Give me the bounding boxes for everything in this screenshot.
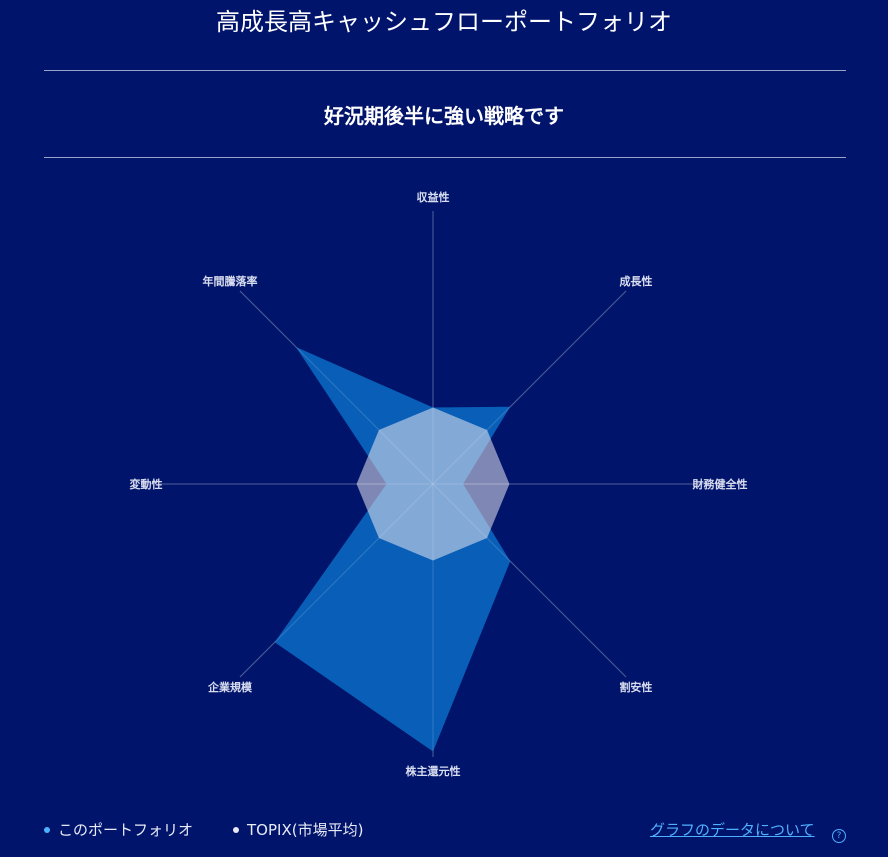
axis-label: 企業規模 [207,680,253,694]
axis-label: 変動性 [130,477,163,491]
legend: このポートフォリオ TOPIX(市場平均) [44,819,363,840]
divider [44,157,846,158]
series-polygon-0 [274,346,511,752]
legend-label: TOPIX(市場平均) [247,821,364,839]
axis-label: 年間騰落率 [203,274,258,288]
legend-item-topix: TOPIX(市場平均) [233,819,363,840]
axis-label: 財務健全性 [692,477,748,491]
legend-label: このポートフォリオ [58,821,194,839]
legend-dot [233,826,240,833]
axis-overlay [239,483,434,678]
series-polygon-1 [356,407,510,561]
axis-label: 割安性 [619,680,652,694]
graph-data-info-link[interactable]: グラフのデータについて [650,821,815,839]
page-title: 高成長高キャッシュフローポートフォリオ [216,8,672,36]
axis-label: 成長性 [619,274,652,288]
legend-item-portfolio: このポートフォリオ [44,819,193,840]
axis-overlay [239,290,434,485]
axis-label: 株主還元性 [406,764,461,778]
strategy-subtitle: 好況期後半に強い戦略です [324,104,564,128]
axis-label: 収益性 [417,190,450,204]
question-circle-icon[interactable]: ? [832,829,846,843]
legend-dot [44,826,50,833]
axis-overlay [432,483,627,678]
axis-overlay [432,290,627,485]
divider [44,70,846,71]
